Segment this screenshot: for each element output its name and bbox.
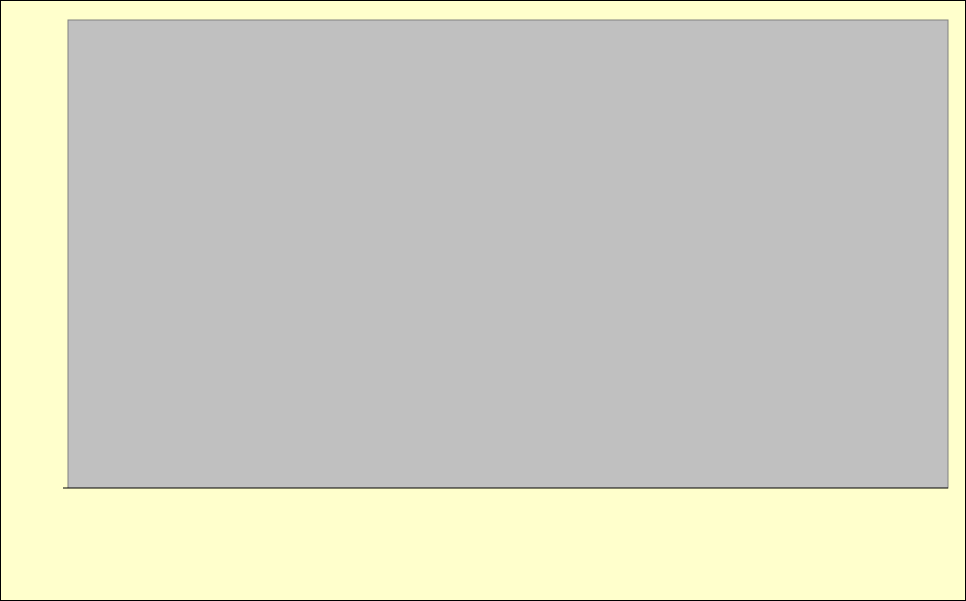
chart-container [0,0,966,601]
plot-area [68,20,948,488]
chart-svg [0,0,966,601]
